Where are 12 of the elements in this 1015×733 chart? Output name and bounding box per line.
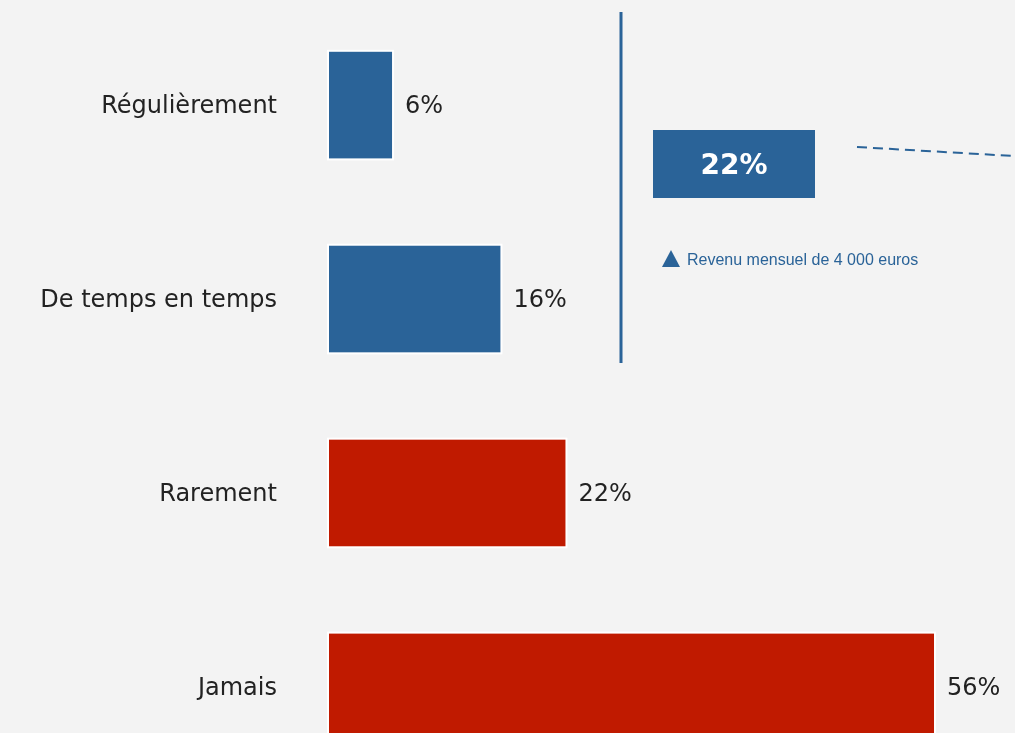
data-label: 16% (513, 285, 567, 314)
y-tick-label: De temps en temps (40, 284, 277, 313)
y-tick-label: Jamais (195, 672, 277, 701)
y-tick-label: Régulièrement (101, 90, 277, 119)
bar (327, 49, 395, 161)
bar (327, 243, 503, 355)
data-label: 56% (947, 673, 1001, 702)
annotation: Revenu mensuel de 4 000 euros (687, 250, 919, 268)
y-tick-label: Rarement (159, 478, 277, 507)
data-label: 22% (578, 479, 632, 508)
data-label: 6% (405, 91, 444, 120)
annotation: 22% (700, 147, 768, 181)
